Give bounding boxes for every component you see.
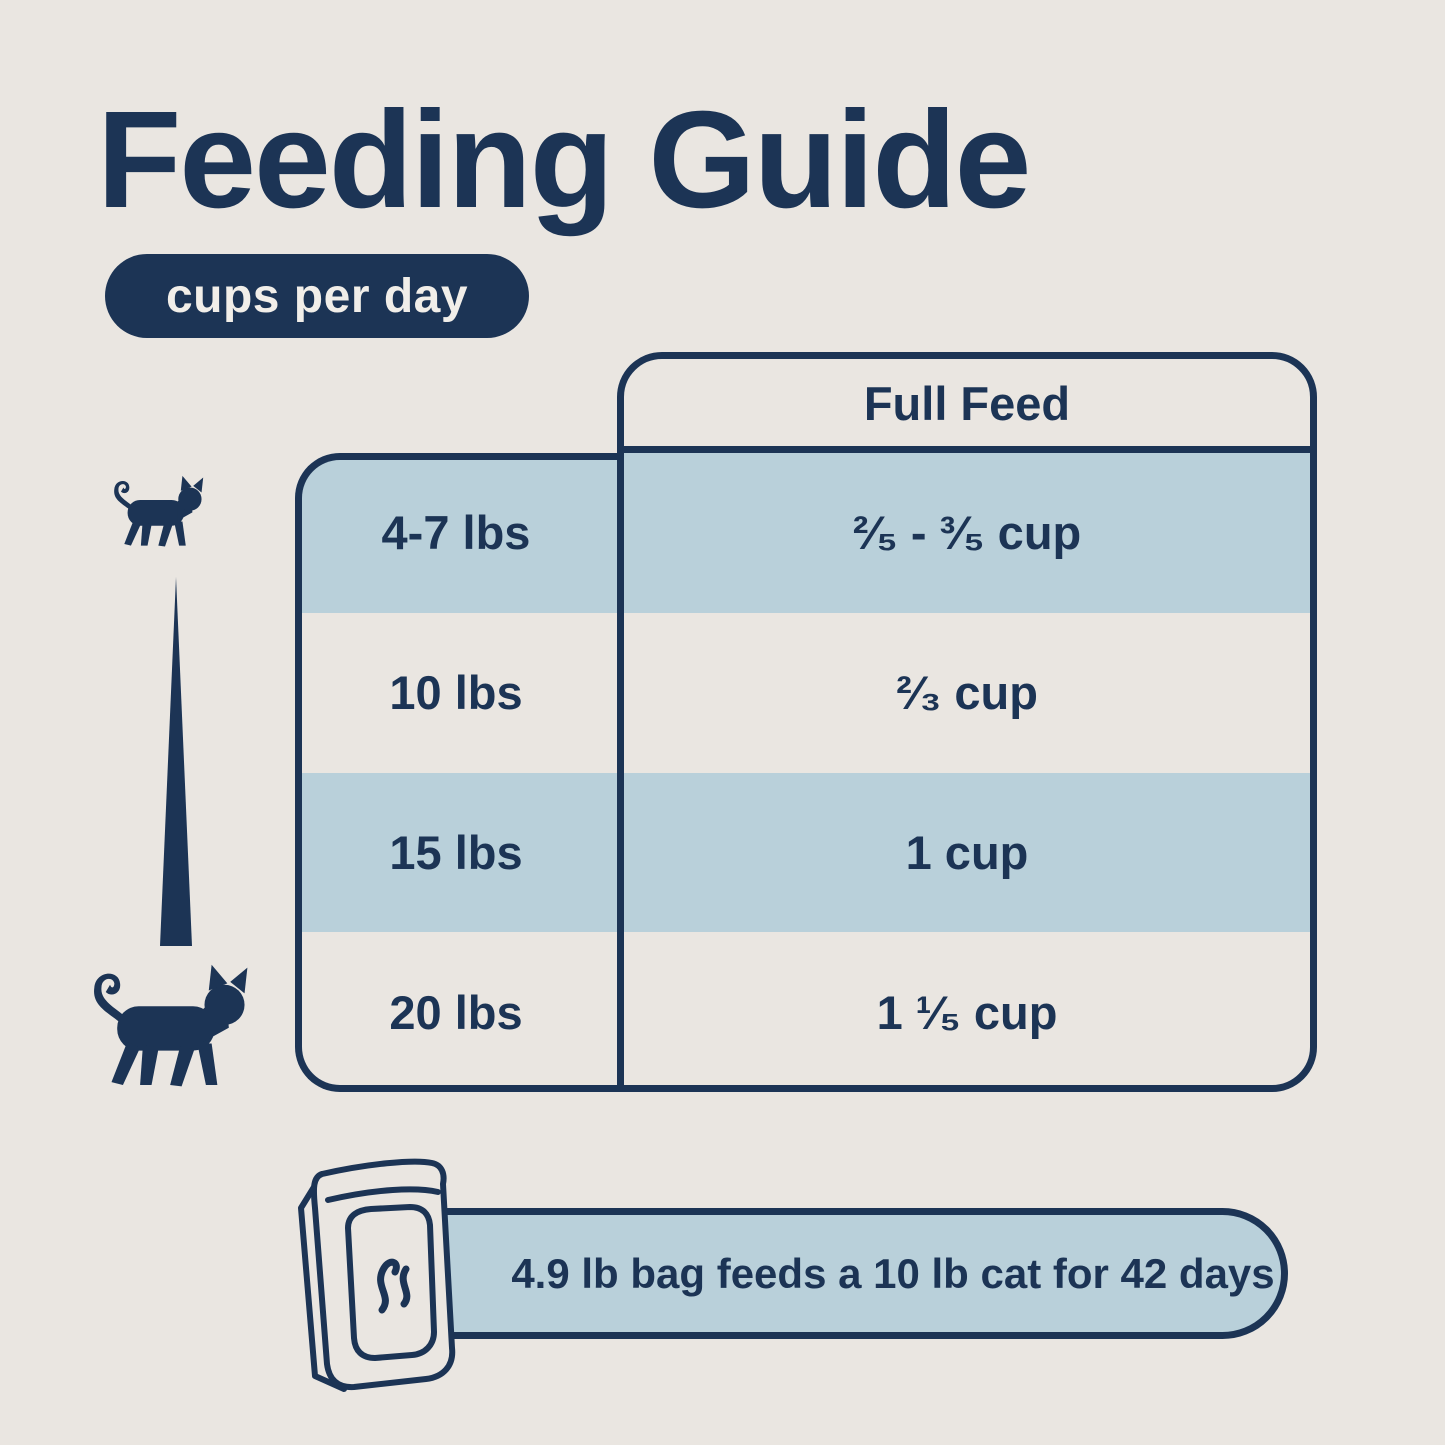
page-title: Feeding Guide	[97, 83, 1031, 237]
weight-cell: 4-7 lbs	[381, 506, 531, 560]
food-bag-icon	[298, 1158, 456, 1392]
full-feed-cell: ²⁄₅ - ³⁄₅ cup	[852, 506, 1082, 560]
cups-per-day-badge: cups per day	[105, 254, 529, 338]
large-cat-icon	[94, 964, 248, 1087]
feeding-table: 4-7 lbs ²⁄₅ - ³⁄₅ cup 10 lbs ²⁄₃ cup 15 …	[295, 453, 1317, 1092]
bag-info-banner: 4.9 lb bag feeds a 10 lb cat for 42 days	[436, 1208, 1288, 1339]
small-cat-icon	[114, 475, 204, 547]
header-divider-line	[617, 446, 1317, 453]
weight-cell: 15 lbs	[389, 825, 523, 879]
table-row: 10 lbs ²⁄₃ cup	[295, 612, 1317, 773]
badge-label: cups per day	[165, 269, 469, 323]
weight-cell: 20 lbs	[389, 985, 523, 1039]
table-row: 4-7 lbs ²⁄₅ - ³⁄₅ cup	[295, 453, 1317, 613]
full-feed-cell: ²⁄₃ cup	[896, 666, 1038, 720]
table-row: 15 lbs 1 cup	[295, 772, 1317, 933]
full-feed-cell: 1 cup	[905, 825, 1029, 879]
bag-info-text: 4.9 lb bag feeds a 10 lb cat for 42 days	[511, 1249, 1275, 1297]
size-scale-spike	[160, 577, 192, 946]
full-feed-cell: 1 ¹⁄₅ cup	[876, 985, 1058, 1039]
table-row: 20 lbs 1 ¹⁄₅ cup	[295, 932, 1317, 1092]
weight-cell: 10 lbs	[389, 666, 523, 720]
steam-icon	[377, 1258, 411, 1314]
column-header: Full Feed	[863, 376, 1071, 430]
